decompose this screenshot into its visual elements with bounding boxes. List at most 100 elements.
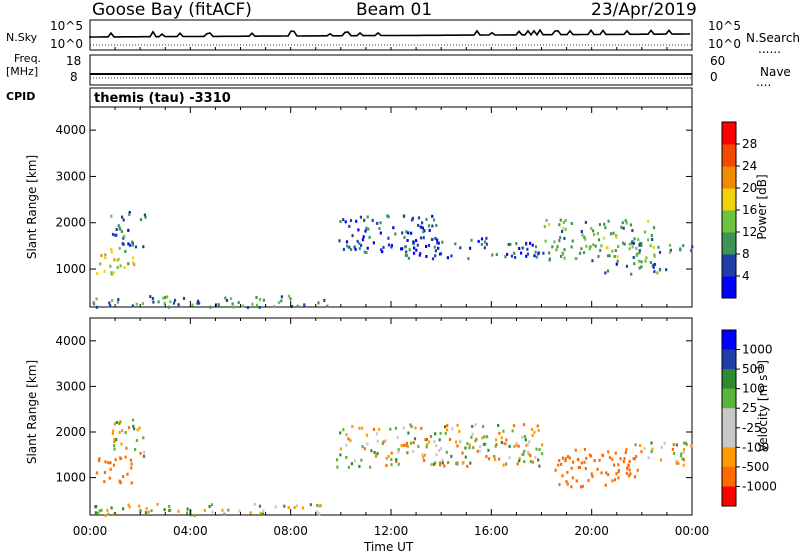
data-cell <box>104 253 107 257</box>
data-cell <box>495 253 498 257</box>
power-colorbar-swatch <box>722 232 736 255</box>
data-cell <box>621 221 624 225</box>
data-cell <box>656 271 659 275</box>
data-cell <box>349 219 353 223</box>
data-cell <box>115 233 118 237</box>
data-cell <box>462 460 465 464</box>
data-cell <box>401 231 404 235</box>
data-cell <box>638 251 641 255</box>
data-cell <box>633 475 637 479</box>
data-cell <box>359 215 362 219</box>
data-cell <box>422 236 425 240</box>
velocity-colorbar-tick-label: 100 <box>742 382 765 396</box>
data-cell <box>682 463 685 467</box>
data-cell <box>390 245 393 249</box>
data-cell <box>122 236 125 240</box>
data-cell <box>653 254 656 258</box>
data-cell <box>156 502 159 506</box>
data-cell <box>566 482 569 486</box>
data-cell <box>124 250 127 253</box>
data-cell <box>358 242 361 246</box>
data-cell <box>94 505 97 509</box>
data-cell <box>431 257 435 261</box>
freq-tick-low: 8 <box>70 70 78 84</box>
date-title: 23/Apr/2019 <box>591 0 697 20</box>
data-cell <box>606 269 610 273</box>
data-cell <box>615 234 618 238</box>
velocity-y-axis-label: Slant Range [km] <box>25 359 39 465</box>
data-cell <box>638 243 641 247</box>
data-cell <box>169 300 172 304</box>
data-cell <box>367 227 370 231</box>
data-cell <box>113 422 116 426</box>
nsearch-label: N.Search <box>746 31 800 45</box>
data-cell <box>392 226 395 230</box>
data-cell <box>683 441 686 445</box>
data-cell <box>107 512 110 516</box>
data-cell <box>643 447 646 450</box>
data-cell <box>229 297 233 301</box>
data-cell <box>535 255 538 259</box>
data-cell <box>690 444 693 448</box>
data-cell <box>339 447 342 451</box>
data-cell <box>600 244 603 248</box>
data-cell <box>379 221 382 225</box>
data-cell <box>487 457 491 461</box>
data-cell <box>456 423 459 427</box>
x-tick-label: 12:00 <box>374 524 409 538</box>
data-cell <box>238 509 241 513</box>
data-cell <box>545 218 548 222</box>
data-cell <box>652 265 655 269</box>
data-cell <box>611 457 614 461</box>
data-cell <box>418 253 421 257</box>
velocity-colorbar-frame <box>721 329 737 507</box>
data-cell <box>564 227 567 231</box>
nsearch-tick-high: 10^5 <box>708 19 741 33</box>
data-cell <box>434 254 437 258</box>
data-cell <box>287 506 290 510</box>
data-cell <box>604 226 607 230</box>
data-cell <box>652 245 655 249</box>
data-cell <box>602 236 606 240</box>
data-cell <box>672 451 676 455</box>
data-cell <box>145 507 148 511</box>
data-cell <box>580 461 583 465</box>
data-cell <box>607 473 610 477</box>
y-tick-label: 2000 <box>55 216 86 230</box>
data-cell <box>258 305 261 309</box>
data-cell <box>358 247 361 251</box>
data-cell <box>568 456 571 460</box>
panel-1-frame <box>89 317 693 516</box>
data-cell <box>138 426 141 430</box>
data-cell <box>427 224 431 228</box>
data-cell <box>607 450 610 454</box>
data-cell <box>119 227 122 231</box>
data-cell <box>640 265 643 269</box>
data-cell <box>262 509 265 513</box>
data-cell <box>339 453 342 457</box>
data-cell <box>116 300 120 304</box>
data-cell <box>402 426 405 430</box>
data-cell <box>131 304 134 308</box>
data-cell <box>381 250 384 254</box>
freq-tick-high: 18 <box>66 54 82 68</box>
data-cell <box>373 451 376 454</box>
data-cell <box>531 434 534 437</box>
data-cell <box>579 251 582 255</box>
data-cell <box>526 247 529 251</box>
data-cell <box>142 436 145 440</box>
panel-0-frame <box>89 106 693 308</box>
data-cell <box>326 304 329 308</box>
data-cell <box>122 218 125 222</box>
data-cell <box>386 214 389 218</box>
data-cell <box>682 450 685 454</box>
data-cell <box>529 454 532 458</box>
data-cell <box>527 452 530 456</box>
data-cell <box>633 457 636 461</box>
data-cell <box>564 458 567 462</box>
data-cell <box>439 252 443 256</box>
data-cell <box>413 437 417 441</box>
data-cell <box>225 299 229 302</box>
data-cell <box>111 232 115 236</box>
data-cell <box>682 458 686 462</box>
